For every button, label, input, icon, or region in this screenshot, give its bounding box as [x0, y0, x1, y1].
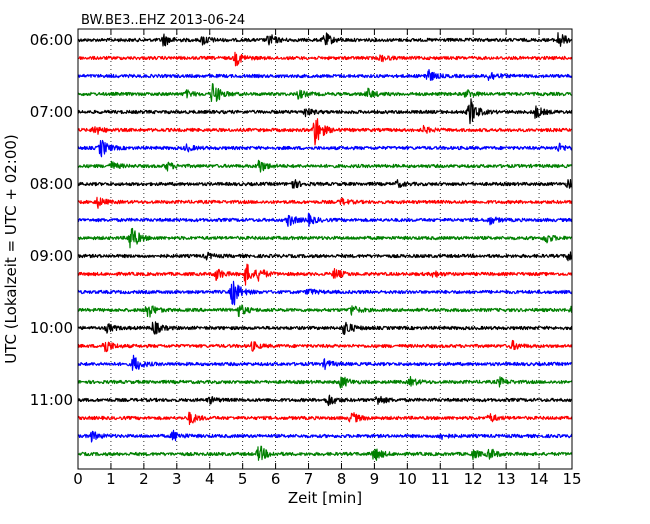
- seismic-trace: [77, 69, 573, 81]
- x-tick-label: 12: [464, 470, 483, 488]
- seismic-trace: [77, 429, 573, 443]
- seismic-trace: [77, 280, 573, 306]
- y-axis-label: UTC (Lokalzeit = UTC + 02:00): [2, 134, 20, 364]
- x-tick-label: 14: [530, 470, 549, 488]
- seismic-trace: [77, 263, 573, 286]
- x-tick-label: 6: [271, 470, 281, 488]
- y-tick-label: 08:00: [30, 175, 73, 193]
- seismic-trace: [77, 376, 573, 389]
- seismic-trace: [77, 339, 573, 353]
- x-tick-label: 13: [497, 470, 516, 488]
- plot-frame: [77, 28, 573, 470]
- seismic-trace: [77, 394, 573, 407]
- x-tick-label: 4: [205, 470, 215, 488]
- seismic-trace: [77, 32, 573, 47]
- x-tick-label: 7: [304, 470, 314, 488]
- chart-title: BW.BE3..EHZ 2013-06-24: [81, 13, 245, 28]
- seismic-trace: [77, 304, 573, 318]
- seismic-trace: [77, 83, 573, 102]
- seismic-trace: [77, 445, 573, 461]
- x-tick-label: 1: [106, 470, 116, 488]
- seismic-trace: [77, 354, 573, 371]
- seismic-trace: [77, 159, 573, 173]
- seismic-trace: [77, 212, 573, 227]
- x-axis-label: Zeit [min]: [288, 489, 362, 507]
- x-axis-ticks: 0 1 2 3 4 5 6 7 8 9 10 11 12 13 14 15: [73, 29, 582, 488]
- y-axis-ticks: 06:00 07:00 08:00 09:00 10:00 11:00: [30, 31, 572, 409]
- seismic-trace: [77, 118, 573, 146]
- x-tick-label: 9: [370, 470, 380, 488]
- x-tick-label: 0: [73, 470, 83, 488]
- seismic-trace: [77, 139, 573, 158]
- y-tick-label: 10:00: [30, 319, 73, 337]
- seismic-trace: [77, 98, 573, 125]
- y-tick-label: 11:00: [30, 391, 73, 409]
- seismic-trace: [77, 179, 573, 189]
- x-tick-label: 8: [337, 470, 347, 488]
- seismic-trace: [77, 321, 573, 335]
- y-tick-label: 06:00: [30, 31, 73, 49]
- seismic-trace: [77, 251, 573, 262]
- x-tick-label: 3: [172, 470, 182, 488]
- x-tick-label: 5: [238, 470, 248, 488]
- grid-lines: [110, 29, 540, 469]
- y-tick-label: 09:00: [30, 247, 73, 265]
- seismic-trace: [77, 196, 573, 209]
- y-tick-label: 07:00: [30, 103, 73, 121]
- x-tick-label: 10: [398, 470, 417, 488]
- x-tick-label: 15: [562, 470, 581, 488]
- seismic-trace: [77, 51, 573, 67]
- seismic-trace: [77, 411, 573, 426]
- seismic-trace: [77, 227, 573, 249]
- x-tick-label: 2: [139, 470, 149, 488]
- seismic-traces: [77, 32, 573, 461]
- x-tick-label: 11: [431, 470, 450, 488]
